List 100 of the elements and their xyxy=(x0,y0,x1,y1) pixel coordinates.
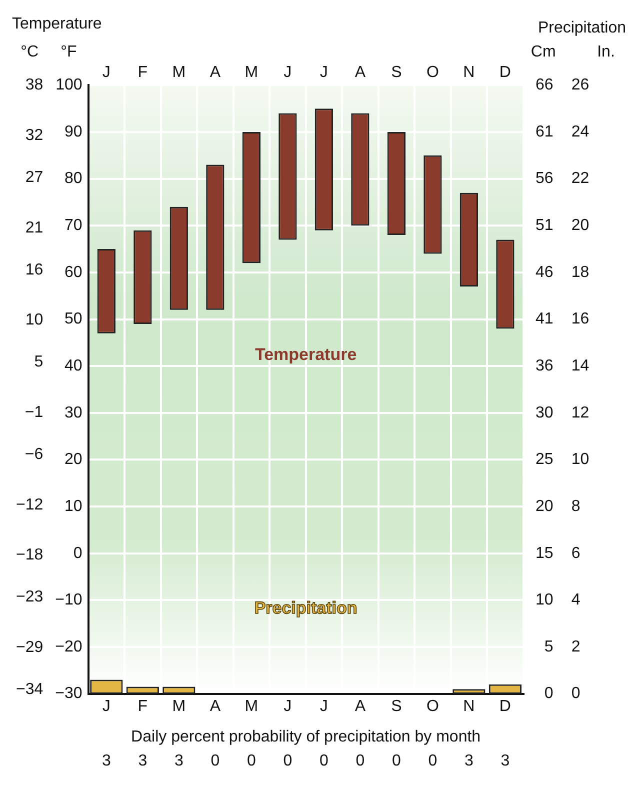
category-label: D xyxy=(499,64,511,82)
y3-tick-label: 38 xyxy=(25,76,44,94)
y3-tick-label: −18 xyxy=(16,546,44,564)
y2-tick-label: 26 xyxy=(571,76,590,94)
x-tick-label: A xyxy=(354,698,366,715)
y3-tick-label: −12 xyxy=(16,496,44,514)
text: Temperature xyxy=(12,15,102,32)
y-axis-title: °F xyxy=(60,43,78,60)
y-tick-label: 10 xyxy=(64,498,82,515)
y-tick-label: 100 xyxy=(56,76,82,94)
y-tick-label: 80 xyxy=(64,170,82,188)
y3-tick-label: 16 xyxy=(25,261,44,278)
y2-tick-label: 2 xyxy=(571,638,580,656)
text: 25 xyxy=(536,451,554,468)
text: 51 xyxy=(536,217,554,234)
y-tick-label: −20 xyxy=(55,638,82,656)
x-tick-label: J xyxy=(102,698,110,715)
text: 3 xyxy=(464,752,474,770)
y3-tick-label: −29 xyxy=(16,639,44,656)
y2-tick-label: 22 xyxy=(571,170,590,188)
category-label: A xyxy=(354,64,366,82)
y2-tick-label: 10 xyxy=(571,451,590,468)
y3-tick-label: −23 xyxy=(16,588,44,606)
y2-tick-label: 24 xyxy=(571,123,590,140)
x-axis-title: Daily percent probability of precipitation by month xyxy=(131,728,481,746)
y2-axis-title: In. xyxy=(597,43,615,60)
text: 3 xyxy=(138,752,148,770)
y2-tick-label: 20 xyxy=(571,217,590,234)
y2-tick-label: 6 xyxy=(571,544,580,562)
text: 15 xyxy=(536,544,554,562)
y2-tick-label: 12 xyxy=(571,404,590,422)
category-label: O xyxy=(426,64,439,82)
y-tick-label: 70 xyxy=(64,217,82,234)
category-label: M xyxy=(172,64,186,82)
y-tick-label: −10 xyxy=(55,592,82,609)
text: 41 xyxy=(536,310,554,328)
text: 3 xyxy=(102,752,111,770)
x-tick-label: J xyxy=(284,698,292,715)
text: 61 xyxy=(536,123,554,140)
category-label: N xyxy=(463,64,475,82)
text: 0 xyxy=(246,752,256,770)
y2-tick-label: 4 xyxy=(571,592,580,609)
text: 0 xyxy=(392,752,401,770)
text: 5 xyxy=(544,638,554,656)
y3-tick-label: 21 xyxy=(25,219,44,236)
y3-tick-label: 32 xyxy=(25,126,44,144)
text: 0 xyxy=(210,752,220,770)
y2-tick-label: 0 xyxy=(571,685,580,702)
category-label: J xyxy=(284,64,292,82)
text: 66 xyxy=(536,76,554,94)
y3-axis-title: °C xyxy=(20,43,39,60)
y3-tick-label: 5 xyxy=(34,354,44,371)
category-label: J xyxy=(102,64,110,82)
x-tick-label: M xyxy=(172,698,186,715)
y-tick-label: 30 xyxy=(64,404,82,422)
x-tick-label: N xyxy=(463,698,475,715)
y-tick-label: 40 xyxy=(64,358,82,374)
x-tick-label: M xyxy=(244,698,258,715)
y-tick-label: 0 xyxy=(73,544,82,562)
text: Cm xyxy=(530,43,556,60)
text: 20 xyxy=(536,498,554,515)
y3-tick-label: −1 xyxy=(24,404,44,421)
x-tick-label: F xyxy=(138,698,148,715)
x-tick-label: J xyxy=(320,698,328,715)
y3-tick-label: −34 xyxy=(16,681,44,698)
text: 3 xyxy=(174,752,184,770)
category-label: M xyxy=(244,64,258,82)
text: Precipitation xyxy=(254,598,358,618)
text: 36 xyxy=(536,358,554,374)
category-label: F xyxy=(138,64,148,82)
text: 56 xyxy=(536,170,554,188)
y2-tick-label: 16 xyxy=(571,310,590,328)
text: 3 xyxy=(500,752,510,770)
y3-tick-label: 27 xyxy=(25,168,44,186)
y-tick-label: −30 xyxy=(55,685,82,702)
category-label: S xyxy=(391,64,402,82)
y3-tick-label: 10 xyxy=(25,312,44,329)
category-label: A xyxy=(210,64,221,82)
y2-tick-label: 18 xyxy=(571,264,590,281)
text: 0 xyxy=(283,752,292,770)
x-tick-label: S xyxy=(391,698,402,715)
y-tick-label: 50 xyxy=(64,310,82,328)
text: 46 xyxy=(536,264,554,281)
y-tick-label: 20 xyxy=(64,451,82,468)
text: 0 xyxy=(356,752,365,770)
text: 0 xyxy=(544,685,554,702)
y-tick-label: 90 xyxy=(64,123,82,140)
text: 0 xyxy=(319,752,328,770)
text: 30 xyxy=(536,404,554,422)
x-tick-label: O xyxy=(426,698,439,715)
category-label: J xyxy=(320,64,328,82)
x-tick-label: A xyxy=(210,698,221,715)
x-tick-label: D xyxy=(499,698,511,715)
text: 0 xyxy=(428,752,438,770)
text: Precipitation xyxy=(538,19,626,36)
y-tick-label: 60 xyxy=(64,264,82,281)
y2-tick-label: 8 xyxy=(571,498,580,515)
text: 10 xyxy=(536,592,554,609)
text: Temperature xyxy=(254,345,357,364)
y3-tick-label: −6 xyxy=(24,446,44,463)
